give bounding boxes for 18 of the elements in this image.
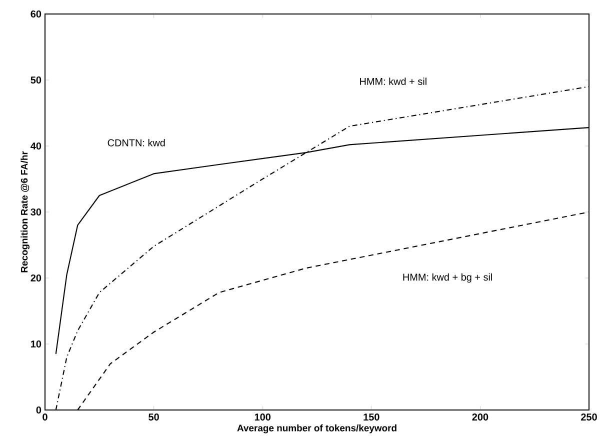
x-tick-label: 250 (581, 414, 597, 421)
y-tick-label: 40 (30, 142, 42, 150)
y-tick-label: 60 (30, 10, 42, 18)
x-tick-label: 200 (472, 414, 488, 421)
y-tick-label: 20 (30, 274, 42, 282)
y-tick-label: 0 (36, 406, 42, 414)
y-tick-label: 10 (31, 340, 42, 348)
y-axis-title: Recognition Rate @6 FA/hr (20, 151, 30, 272)
text: CDNTN: kwd (108, 139, 165, 146)
x-tick-label: 150 (364, 414, 380, 421)
y-tick-label: 50 (30, 76, 42, 84)
text: HMM: kwd + sil (360, 78, 426, 85)
x-axis-title: Average number of tokens/keyword (237, 424, 396, 434)
y-tick-label: 30 (30, 208, 42, 216)
x-tick-label: 50 (148, 414, 159, 421)
x-tick-label: 100 (254, 414, 271, 421)
x-tick-label: 0 (42, 414, 48, 421)
text: HMM: kwd + bg + sil (403, 273, 492, 283)
